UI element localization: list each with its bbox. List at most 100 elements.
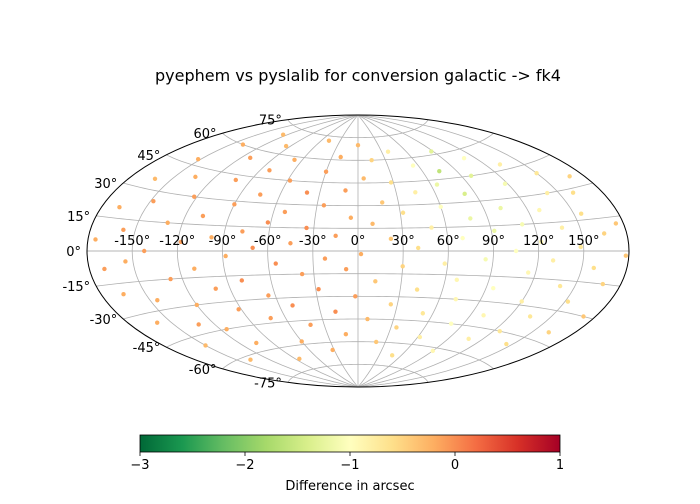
longitude-tick-label: -60° (254, 234, 282, 249)
data-point (155, 320, 160, 325)
data-point (578, 244, 583, 250)
data-point (192, 194, 197, 199)
data-point (195, 156, 201, 162)
data-point (121, 227, 126, 233)
longitude-gridline (312, 114, 359, 388)
data-point (559, 225, 565, 230)
data-point (343, 188, 348, 193)
longitude-gridline (357, 114, 540, 388)
data-point (483, 257, 488, 262)
data-point (297, 356, 302, 362)
data-point (468, 216, 473, 221)
data-point (165, 220, 170, 225)
latitude-tick-label: -45° (133, 341, 161, 356)
data-point (348, 215, 354, 220)
data-point (240, 229, 245, 234)
data-point (504, 341, 509, 347)
data-point (417, 334, 423, 340)
data-point (527, 314, 533, 319)
data-point (299, 339, 304, 344)
data-point (333, 309, 338, 314)
data-point (123, 259, 128, 264)
data-point (438, 204, 443, 210)
scatter-points (93, 132, 629, 362)
data-point (623, 253, 629, 258)
data-point (233, 177, 238, 183)
data-point (283, 143, 289, 149)
data-point (481, 313, 486, 318)
data-point (601, 231, 607, 236)
data-point (581, 314, 586, 319)
colorbar-gradient (139, 434, 561, 453)
latitude-tick-label: 75° (259, 114, 282, 129)
data-point (287, 178, 293, 183)
latitude-tick-label: 60° (193, 127, 216, 142)
longitude-tick-label: -150° (114, 234, 150, 249)
longitude-gridline (222, 114, 359, 388)
data-point (442, 261, 447, 266)
data-point (414, 287, 420, 292)
data-point (434, 182, 440, 187)
data-point (388, 236, 394, 242)
colorbar-tick-label: 0 (451, 458, 459, 473)
data-point (265, 220, 271, 225)
data-point (326, 138, 332, 143)
colorbar-tick-label: −1 (340, 458, 359, 473)
data-point (365, 316, 370, 322)
data-point (537, 207, 542, 213)
data-point (453, 297, 458, 302)
data-point (492, 228, 497, 233)
data-point (254, 340, 259, 346)
data-point (460, 235, 465, 241)
graticule (87, 114, 629, 388)
data-point (538, 239, 544, 245)
latitude-tick-label: -60° (189, 363, 217, 378)
latitude-tick-label: 30° (94, 177, 117, 192)
data-point (248, 357, 253, 362)
data-point (121, 292, 126, 297)
longitude-gridline (131, 114, 359, 388)
colorbar: −3 −2 −1 0 1 Difference in arcsec (130, 434, 564, 494)
data-point (380, 200, 385, 205)
data-point (388, 302, 394, 307)
data-point (591, 265, 596, 271)
chart-title: pyephem vs pyslalib for conversion galac… (155, 66, 561, 85)
data-point (454, 277, 460, 283)
data-point (570, 190, 576, 195)
data-point (448, 321, 454, 326)
data-point (93, 237, 98, 242)
data-point (430, 348, 436, 354)
data-point (497, 329, 502, 334)
data-point (437, 168, 442, 174)
data-point (600, 281, 606, 287)
longitude-gridline (357, 114, 404, 388)
data-point (373, 339, 379, 345)
data-point (353, 294, 358, 299)
longitude-tick-label: 150° (568, 234, 599, 249)
data-point (385, 149, 391, 154)
longitude-tick-label: -30° (299, 234, 327, 249)
data-point (355, 143, 361, 148)
data-point (142, 248, 147, 254)
data-point (151, 198, 156, 204)
latitude-tick-label: 0° (66, 245, 81, 260)
data-point (203, 343, 208, 348)
colorbar-tick-label: −3 (130, 458, 149, 473)
longitude-gridline (357, 114, 585, 388)
data-point (232, 202, 237, 207)
data-point (322, 256, 328, 261)
longitude-tick-label: 90° (482, 234, 505, 249)
data-point (491, 285, 496, 291)
longitude-tick-label: 120° (523, 234, 554, 249)
longitude-gridline (357, 114, 449, 388)
data-point (502, 181, 508, 186)
data-point (292, 157, 297, 162)
longitude-tick-labels: -150° -120° -90° -60° -30° 0° 30° 60° 90° 120° 150… (114, 234, 599, 249)
longitude-tick-label: -90° (209, 234, 237, 249)
data-point (288, 241, 293, 246)
data-point (248, 155, 253, 161)
map-boundary (86, 114, 630, 388)
data-point (258, 192, 263, 197)
